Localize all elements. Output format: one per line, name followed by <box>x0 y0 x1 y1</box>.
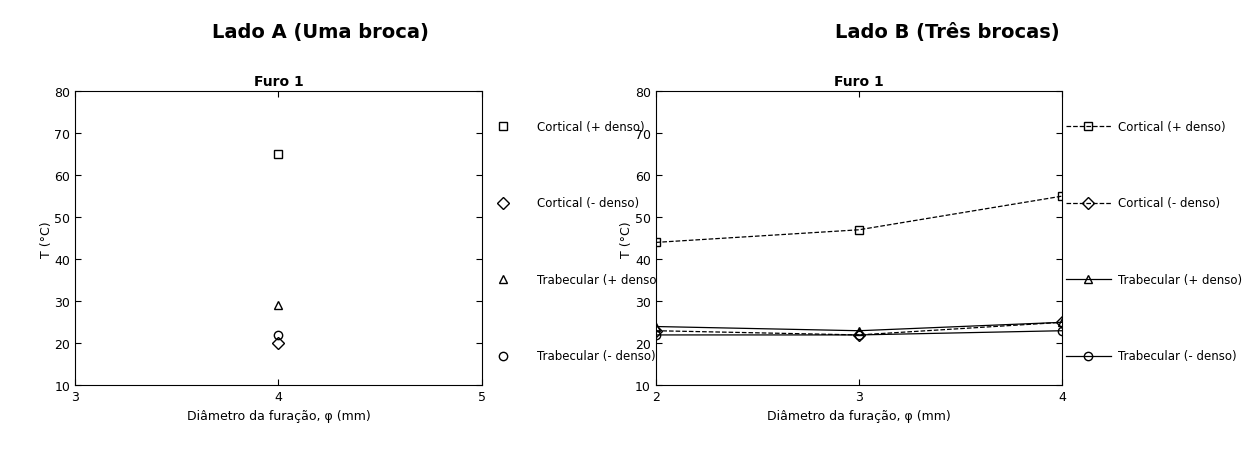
X-axis label: Diâmetro da furação, φ (mm): Diâmetro da furação, φ (mm) <box>187 409 370 422</box>
Text: Cortical (- denso): Cortical (- denso) <box>537 197 640 210</box>
Title: Furo 1: Furo 1 <box>835 75 884 89</box>
Text: Trabecular (- denso): Trabecular (- denso) <box>1118 350 1236 363</box>
Text: Cortical (- denso): Cortical (- denso) <box>1118 197 1220 210</box>
Title: Furo 1: Furo 1 <box>254 75 304 89</box>
Y-axis label: T (°C): T (°C) <box>40 220 53 257</box>
X-axis label: Diâmetro da furação, φ (mm): Diâmetro da furação, φ (mm) <box>767 409 951 422</box>
Y-axis label: T (°C): T (°C) <box>620 220 634 257</box>
Text: Cortical (+ denso): Cortical (+ denso) <box>1118 121 1225 134</box>
Text: Lado B (Três brocas): Lado B (Três brocas) <box>836 23 1059 42</box>
Text: Trabecular (+ denso): Trabecular (+ denso) <box>537 273 661 286</box>
Text: Lado A (Uma broca): Lado A (Uma broca) <box>212 23 428 42</box>
Text: Cortical (+ denso): Cortical (+ denso) <box>537 121 645 134</box>
Text: Trabecular (- denso): Trabecular (- denso) <box>537 350 656 363</box>
Text: Trabecular (+ denso): Trabecular (+ denso) <box>1118 273 1242 286</box>
